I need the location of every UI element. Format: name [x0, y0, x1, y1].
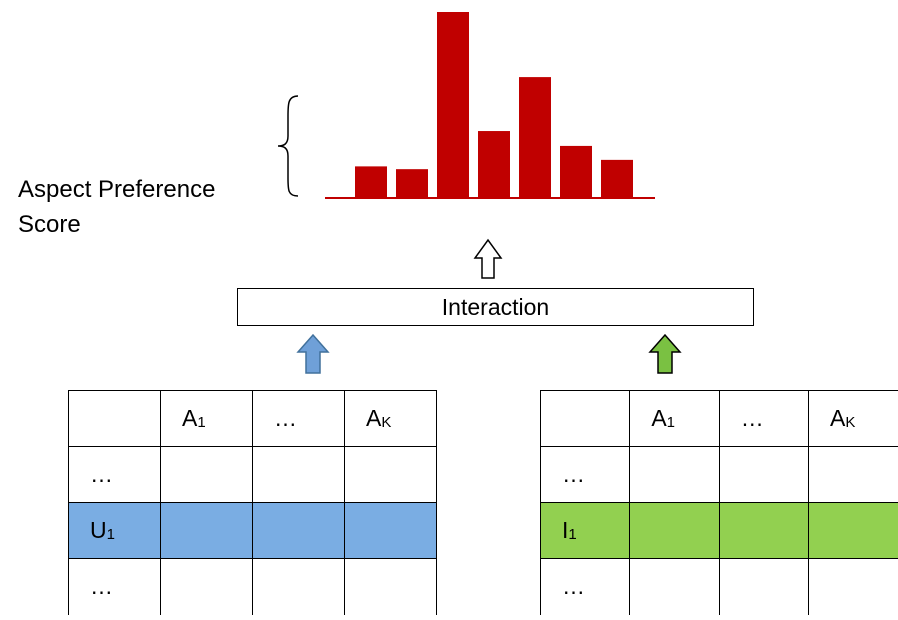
row-label: I1 — [539, 502, 631, 559]
header-cell — [68, 390, 161, 447]
interaction-label: Interaction — [441, 293, 550, 320]
score-label-line2: Score — [18, 211, 81, 238]
matrix-cell — [160, 558, 253, 615]
matrix-cell — [252, 502, 345, 559]
preference-bar — [437, 12, 469, 198]
matrix-cell — [160, 502, 253, 559]
matrix-cell — [252, 558, 345, 615]
matrix-cell — [718, 502, 810, 559]
row-label: … — [68, 446, 161, 503]
header-cell: A1 — [160, 390, 253, 447]
preference-bar — [560, 145, 592, 198]
user-aspect-matrix: A1 … AK … U1 … — [68, 390, 437, 615]
row-label: … — [539, 446, 631, 503]
score-label-line1: Aspect Preference — [18, 176, 216, 203]
item-row-highlighted: I1 — [539, 502, 898, 559]
preference-bar — [519, 77, 551, 198]
header-cell: AK — [344, 390, 437, 447]
row-label: U1 — [68, 502, 161, 559]
item-aspect-matrix: A1 … AK … I1 … — [539, 390, 898, 615]
matrix-cell — [808, 502, 898, 559]
header-cell: A1 — [629, 390, 720, 447]
matrix-cell — [718, 558, 810, 615]
matrix-header-row: A1 … AK — [539, 390, 898, 447]
header-cell: … — [252, 390, 345, 447]
matrix-header-row: A1 … AK — [68, 390, 437, 447]
matrix-cell — [344, 446, 437, 503]
matrix-cell — [344, 502, 437, 559]
item-arrow — [648, 333, 682, 374]
matrix-cell — [160, 446, 253, 503]
matrix-cell — [629, 558, 720, 615]
score-brace — [277, 95, 299, 197]
matrix-cell — [808, 446, 898, 503]
interaction-box: Interaction — [237, 288, 754, 326]
user-arrow — [296, 333, 330, 374]
header-cell: AK — [808, 390, 898, 447]
aspect-preference-score-label: Aspect Preference Score — [18, 172, 278, 242]
matrix-cell — [344, 558, 437, 615]
preference-bar — [355, 166, 387, 198]
header-cell: … — [718, 390, 810, 447]
matrix-cell — [629, 446, 720, 503]
preference-bars — [355, 12, 633, 198]
matrix-cell — [629, 502, 720, 559]
matrix-row: … — [68, 446, 437, 503]
matrix-row: … — [539, 558, 898, 615]
row-label: … — [68, 558, 161, 615]
header-cell — [539, 390, 631, 447]
user-row-highlighted: U1 — [68, 502, 437, 559]
preference-bar — [601, 159, 633, 198]
matrix-cell — [252, 446, 345, 503]
preference-bar — [396, 169, 428, 198]
preference-bar — [478, 131, 510, 198]
row-label: … — [539, 558, 631, 615]
output-arrow — [473, 238, 503, 279]
matrix-cell — [718, 446, 810, 503]
matrix-cell — [808, 558, 898, 615]
matrix-row: … — [539, 446, 898, 503]
matrix-row: … — [68, 558, 437, 615]
